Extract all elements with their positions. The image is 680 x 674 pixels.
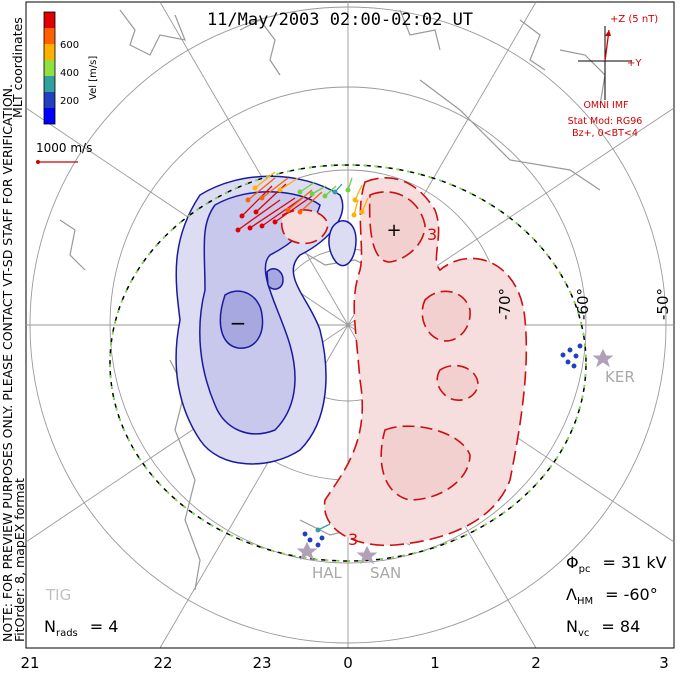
coordinates-note: MLT coordinates	[10, 17, 25, 118]
station-marker-hal	[296, 541, 318, 561]
contour-label-bottom: 3	[348, 530, 358, 549]
statistics: Φpc = 31 kV ΛHM = -60° Nvc = 84 Nrads = 4	[44, 553, 667, 639]
potential-min-marker: −	[230, 311, 247, 335]
mlt-tick-0: 0	[343, 654, 353, 672]
reference-vector-label: 1000 m/s	[36, 141, 92, 155]
color-scale-block-3	[44, 60, 55, 76]
contour-label-top: 3	[427, 225, 437, 244]
imf-model-line2: Bz+, 0<BT<4	[572, 128, 638, 139]
map-title: 11/May/2003 02:00-02:02 UT	[207, 10, 473, 30]
color-scale-tick-400: 400	[60, 68, 79, 79]
hm-boundary-green	[109, 164, 587, 562]
positive-potential-cell: + 3 3	[280, 177, 528, 549]
color-scale-block-1	[44, 28, 55, 44]
stat-nvc: Nvc = 84	[566, 617, 640, 639]
color-scale-label: Vel [m/s]	[88, 56, 99, 100]
potential-max-marker: +	[386, 220, 401, 241]
imf-y-label: +Y	[627, 58, 642, 69]
mlt-tick-3: 3	[659, 654, 669, 672]
mlt-tick-21: 21	[20, 654, 39, 672]
mlt-tick-23: 23	[252, 654, 271, 672]
velocity-vectors	[235, 171, 583, 548]
color-scale-tick-600: 600	[60, 40, 79, 51]
imf-z-label: +Z (5 nT)	[610, 14, 658, 25]
velocity-color-scale: 600 400 200 Vel [m/s]	[43, 11, 99, 125]
mlt-tick-1: 1	[430, 654, 440, 672]
imf-model-line1: Stat Mod: RG96	[568, 116, 643, 127]
mlt-tick-22: 22	[153, 654, 172, 672]
imf-source: OMNI IMF	[583, 100, 628, 111]
color-scale-tick-200: 200	[60, 96, 79, 107]
color-scale-block-6	[44, 108, 55, 124]
station-marker-san	[356, 545, 378, 565]
color-scale-block-4	[44, 76, 55, 92]
stat-phi: Φpc = 31 kV	[566, 553, 667, 575]
station-markers	[296, 348, 614, 565]
stat-nrads: Nrads = 4	[44, 617, 118, 639]
color-scale-block-2	[44, 44, 55, 60]
negative-potential-cell: −	[175, 175, 357, 465]
station-label-tig: TIG	[45, 586, 71, 604]
imf-clock: +Z (5 nT) +Y OMNI IMF Stat Mod: RG96 Bz+…	[568, 14, 659, 139]
preview-note: NOTE: FOR PREVIEW PURPOSES ONLY. PLEASE …	[0, 84, 15, 642]
stat-lambda: ΛHM = -60°	[566, 585, 658, 607]
reference-vector: 1000 m/s	[36, 141, 92, 164]
latitude-label-60: -60°	[574, 288, 592, 320]
station-label-san: SAN	[370, 564, 401, 582]
fit-order-note: FitOrder: 8, mapEX format	[12, 478, 27, 642]
station-marker-ker	[592, 348, 614, 368]
station-label-ker: KER	[605, 368, 635, 386]
color-scale-block-5	[44, 92, 55, 108]
latitude-label-70: -70°	[496, 288, 514, 320]
mlt-tick-2: 2	[531, 654, 541, 672]
color-scale-block-0	[44, 12, 55, 28]
mlt-axis: 21 22 23 0 1 2 3	[20, 647, 674, 672]
station-label-hal: HAL	[312, 564, 343, 582]
latitude-label-50: -50°	[654, 288, 672, 320]
